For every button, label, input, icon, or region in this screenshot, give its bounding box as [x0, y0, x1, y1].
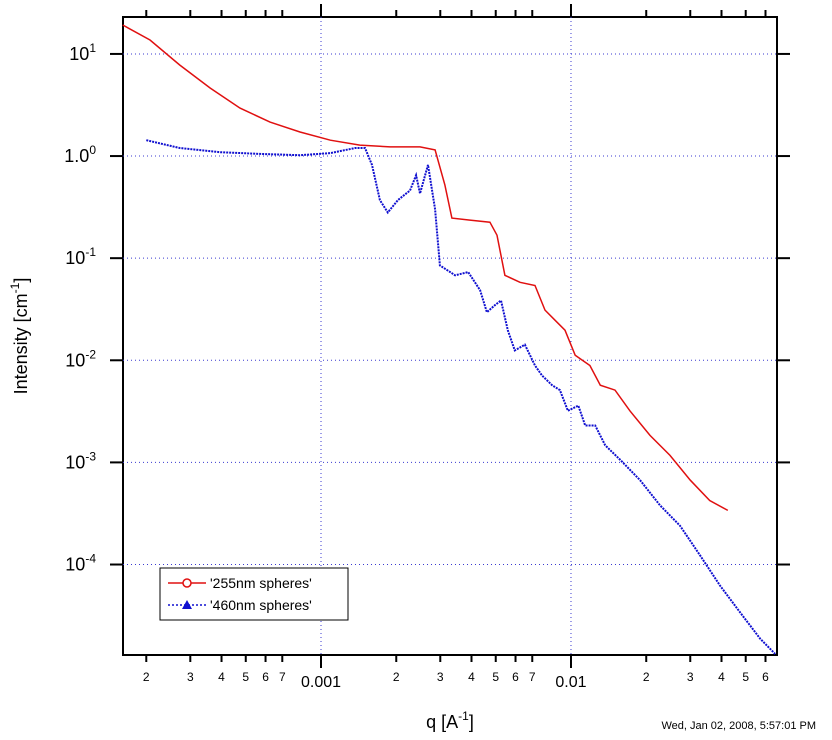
y-tick-exponent: -3 — [85, 449, 96, 463]
x-tick-label: 4 — [718, 670, 725, 684]
y-tick-exponent: 0 — [89, 143, 96, 157]
axis-label-part: -1 — [458, 709, 469, 723]
x-tick-label: 5 — [742, 670, 749, 684]
legend: '255nm spheres' '460nm spheres' — [168, 575, 312, 613]
y-tick-label: 10-2 — [65, 347, 96, 370]
x-tick-label: 3 — [437, 670, 444, 684]
y-tick-label: 1.00 — [64, 143, 96, 166]
y-tick-label: 10-4 — [65, 552, 96, 575]
x-tick-label: 7 — [279, 670, 286, 684]
x-tick-label: 6 — [762, 670, 769, 684]
y-tick-mantissa: 1.0 — [64, 146, 89, 166]
x-tick-label: 3 — [687, 670, 694, 684]
axis-label-part: ] — [469, 712, 474, 732]
ticks: 2 3 4 5 6 7 0.001 2 3 4 5 6 7 0.01 2 3 4 5 61011.0010-110-… — [64, 4, 790, 691]
legend-marker — [182, 578, 192, 588]
legend-label: '255nm spheres' — [210, 575, 312, 591]
x-tick-label: 0.01 — [555, 674, 586, 691]
y-tick-exponent: -2 — [85, 347, 96, 361]
x-tick-label: 5 — [242, 670, 249, 684]
x-tick-label: 3 — [187, 670, 194, 684]
x-tick-label: 0.001 — [301, 674, 341, 691]
plot-frame — [122, 16, 778, 656]
x-tick-label: 6 — [262, 670, 269, 684]
y-tick-exponent: 1 — [89, 41, 96, 55]
y-tick-mantissa: 10 — [65, 248, 85, 268]
axis-label-part: Intensity [cm — [11, 293, 31, 394]
x-tick-label: 4 — [468, 670, 475, 684]
y-axis-label: Intensity [cm-1] — [8, 278, 31, 395]
x-tick-label: 4 — [218, 670, 225, 684]
y-tick-mantissa: 10 — [65, 452, 85, 472]
series-layer — [122, 24, 776, 655]
axis-label-part: ] — [11, 278, 31, 283]
y-tick-label: 10-1 — [65, 245, 96, 268]
series-line — [146, 139, 776, 655]
axis-label-part: q [A — [426, 712, 458, 732]
y-tick-exponent: -4 — [85, 552, 96, 566]
y-tick-label: 101 — [69, 41, 96, 64]
x-tick-label: 6 — [512, 670, 519, 684]
y-tick-label: 10-3 — [65, 449, 96, 472]
x-tick-label: 2 — [643, 670, 650, 684]
y-tick-mantissa: 10 — [65, 555, 85, 575]
x-tick-label: 2 — [393, 670, 400, 684]
axis-label-part: -1 — [8, 282, 22, 293]
legend-box — [159, 567, 349, 621]
timestamp: Wed, Jan 02, 2008, 5:57:01 PM — [661, 720, 816, 732]
y-tick-mantissa: 10 — [69, 44, 89, 64]
x-tick-label: 7 — [529, 670, 536, 684]
series-line — [122, 24, 729, 512]
x-tick-label: 2 — [143, 670, 150, 684]
x-tick-label: 5 — [492, 670, 499, 684]
grid — [123, 17, 777, 655]
y-tick-mantissa: 10 — [65, 350, 85, 370]
legend-marker — [182, 600, 192, 609]
y-tick-exponent: -1 — [85, 245, 96, 259]
legend-label: '460nm spheres' — [210, 597, 312, 613]
x-axis-label: q [A-1] — [426, 709, 474, 732]
